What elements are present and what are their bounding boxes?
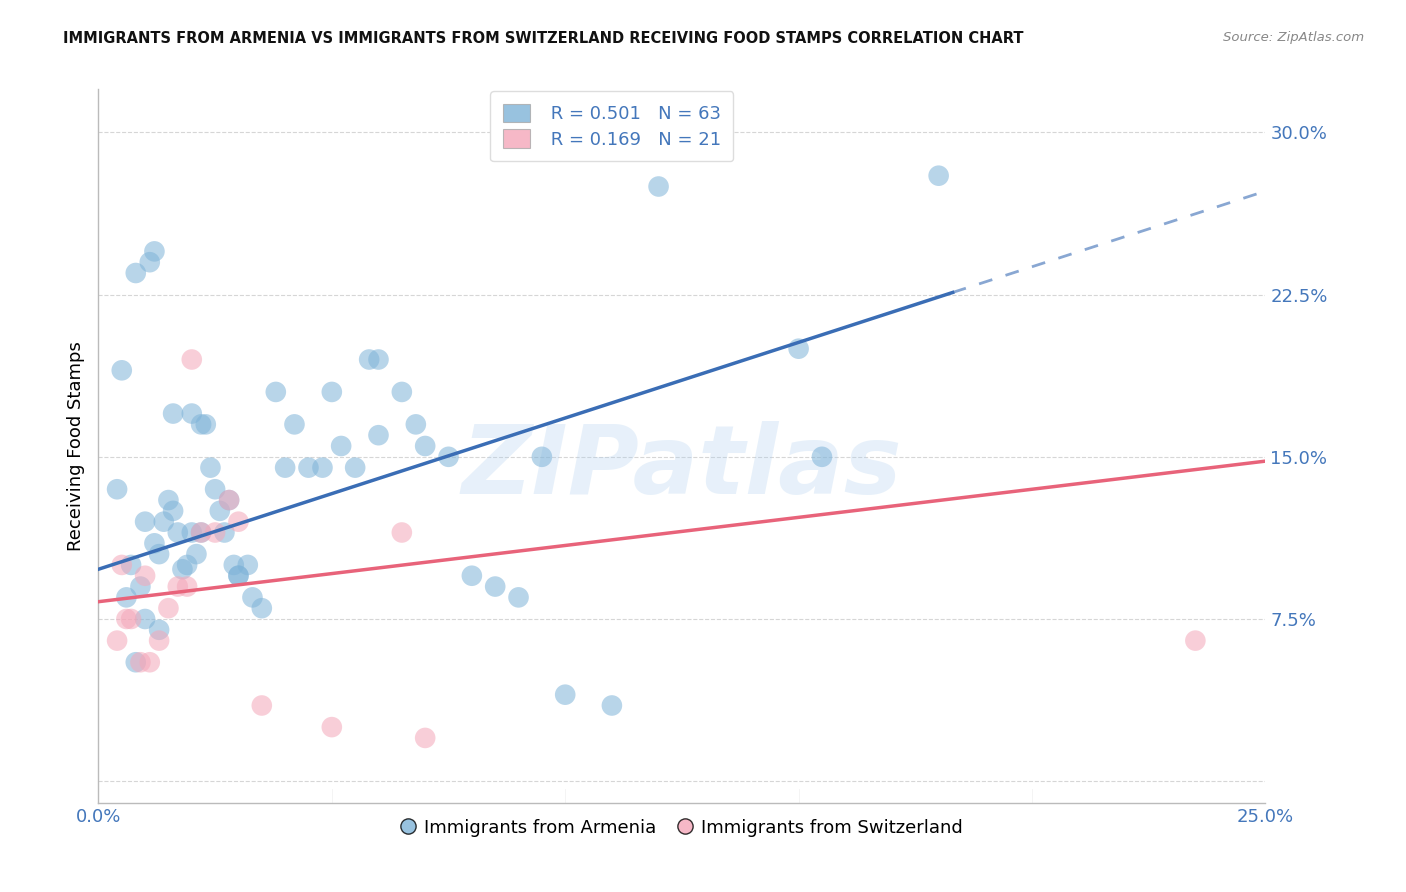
Point	[359, 352, 381, 367]
Point	[228, 568, 250, 582]
Point	[157, 493, 180, 508]
Point	[134, 515, 156, 529]
Point	[120, 558, 142, 572]
Point	[129, 580, 152, 594]
Point	[176, 558, 198, 572]
Point	[437, 450, 460, 464]
Text: IMMIGRANTS FROM ARMENIA VS IMMIGRANTS FROM SWITZERLAND RECEIVING FOOD STAMPS COR: IMMIGRANTS FROM ARMENIA VS IMMIGRANTS FR…	[63, 31, 1024, 46]
Point	[166, 525, 188, 540]
Point	[129, 655, 152, 669]
Point	[647, 179, 669, 194]
Point	[120, 612, 142, 626]
Point	[204, 482, 226, 496]
Point	[134, 612, 156, 626]
Point	[105, 482, 128, 496]
Point	[148, 623, 170, 637]
Point	[236, 558, 259, 572]
Point	[176, 580, 198, 594]
Point	[218, 493, 240, 508]
Point	[530, 450, 553, 464]
Point	[152, 515, 174, 529]
Point	[208, 504, 231, 518]
Point	[321, 384, 343, 399]
Point	[125, 266, 148, 280]
Point	[111, 363, 134, 377]
Point	[508, 591, 530, 605]
Point	[321, 720, 343, 734]
Point	[218, 493, 240, 508]
Point	[157, 601, 180, 615]
Text: Source: ZipAtlas.com: Source: ZipAtlas.com	[1223, 31, 1364, 45]
Point	[148, 547, 170, 561]
Point	[162, 504, 184, 518]
Point	[143, 244, 166, 259]
Point	[166, 580, 188, 594]
Point	[111, 558, 134, 572]
Point	[250, 698, 273, 713]
Point	[311, 460, 333, 475]
Point	[194, 417, 217, 432]
Point	[344, 460, 367, 475]
Point	[115, 612, 138, 626]
Point	[204, 525, 226, 540]
Point	[250, 601, 273, 615]
Point	[143, 536, 166, 550]
Point	[180, 352, 202, 367]
Point	[180, 525, 202, 540]
Point	[367, 352, 389, 367]
Point	[283, 417, 305, 432]
Point	[148, 633, 170, 648]
Point	[264, 384, 287, 399]
Point	[554, 688, 576, 702]
Point	[391, 525, 413, 540]
Point	[200, 460, 222, 475]
Point	[811, 450, 834, 464]
Legend: Immigrants from Armenia, Immigrants from Switzerland: Immigrants from Armenia, Immigrants from…	[394, 812, 970, 844]
Point	[190, 417, 212, 432]
Point	[105, 633, 128, 648]
Point	[134, 568, 156, 582]
Point	[125, 655, 148, 669]
Point	[461, 568, 484, 582]
Point	[600, 698, 623, 713]
Point	[228, 568, 250, 582]
Point	[367, 428, 389, 442]
Point	[405, 417, 427, 432]
Point	[222, 558, 245, 572]
Point	[162, 407, 184, 421]
Point	[484, 580, 506, 594]
Point	[413, 731, 436, 745]
Point	[190, 525, 212, 540]
Point	[139, 255, 162, 269]
Point	[228, 515, 250, 529]
Point	[180, 407, 202, 421]
Point	[190, 525, 212, 540]
Point	[139, 655, 162, 669]
Point	[330, 439, 353, 453]
Point	[172, 562, 194, 576]
Point	[391, 384, 413, 399]
Point	[297, 460, 319, 475]
Point	[186, 547, 208, 561]
Point	[413, 439, 436, 453]
Point	[214, 525, 236, 540]
Point	[1184, 633, 1206, 648]
Point	[242, 591, 264, 605]
Point	[787, 342, 810, 356]
Point	[274, 460, 297, 475]
Y-axis label: Receiving Food Stamps: Receiving Food Stamps	[66, 341, 84, 551]
Text: ZIPatlas: ZIPatlas	[461, 421, 903, 514]
Point	[115, 591, 138, 605]
Point	[928, 169, 950, 183]
